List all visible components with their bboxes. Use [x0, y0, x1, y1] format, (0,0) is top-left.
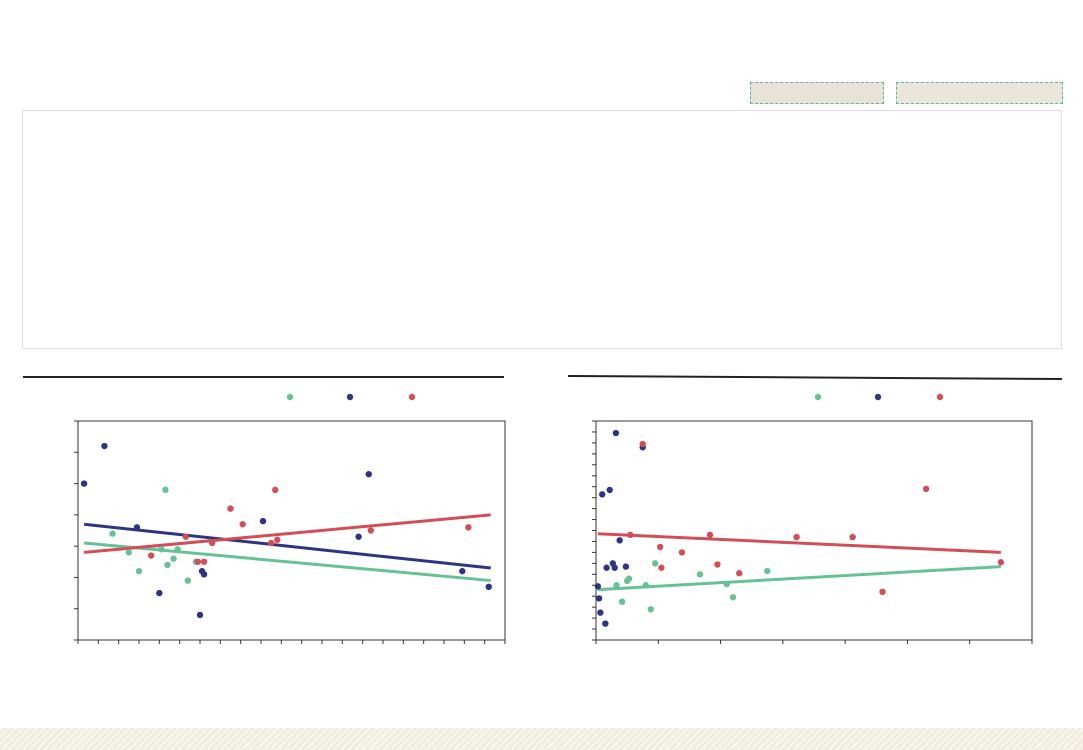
data-point-green: [164, 561, 171, 569]
right-scatter-chart: [592, 393, 1033, 644]
data-point-blue: [616, 537, 623, 544]
data-point-blue: [599, 491, 606, 498]
data-point-blue: [594, 583, 602, 590]
data-point-red: [678, 549, 686, 556]
data-point-red: [627, 531, 634, 539]
data-point-blue: [602, 620, 609, 627]
data-point-red: [194, 558, 202, 565]
data-point-blue: [200, 571, 208, 578]
tab-secondary[interactable]: [896, 82, 1063, 104]
legend-marker-blue: [346, 393, 354, 401]
data-point-red: [706, 531, 714, 539]
data-point-red: [182, 533, 189, 540]
trend-line-red: [597, 532, 1001, 554]
data-point-blue: [597, 609, 604, 616]
data-point-red: [200, 558, 208, 565]
data-point-red: [658, 564, 665, 571]
data-point-red: [367, 527, 374, 534]
data-point-blue: [595, 595, 603, 602]
data-point-blue: [133, 524, 141, 531]
trend-line-green: [597, 565, 1001, 592]
data-point-green: [647, 606, 655, 613]
footer-band: [0, 728, 1083, 750]
data-point-red: [656, 543, 664, 551]
data-point-blue: [603, 564, 610, 571]
data-point-green: [162, 486, 169, 494]
data-point-green: [109, 530, 116, 537]
data-point-blue: [611, 564, 618, 571]
data-point-red: [639, 440, 646, 448]
data-point-blue: [485, 583, 492, 591]
data-point-red: [227, 505, 234, 512]
data-point-green: [651, 560, 659, 567]
data-point-red: [239, 521, 246, 528]
data-point-green: [729, 594, 737, 601]
plot-frame: [595, 420, 1033, 641]
data-point-green: [696, 571, 704, 578]
data-point-blue: [80, 480, 88, 487]
data-point-green: [764, 567, 771, 575]
data-point-green: [625, 575, 633, 582]
data-point-green: [170, 555, 177, 562]
data-point-green: [642, 582, 650, 589]
data-point-red: [465, 524, 472, 531]
legend-marker-red: [408, 393, 416, 401]
data-point-green: [723, 580, 730, 588]
data-point-red: [922, 485, 930, 493]
data-point-blue: [101, 442, 108, 450]
data-point-green: [618, 598, 626, 605]
data-point-red: [267, 539, 275, 547]
left-scatter-chart: [74, 393, 506, 644]
tab-primary[interactable]: [750, 82, 884, 104]
data-point-blue: [355, 533, 362, 540]
data-point-blue: [612, 429, 620, 437]
data-point-green: [135, 567, 143, 575]
content-panel: [22, 110, 1062, 349]
trend-line-blue: [83, 522, 491, 570]
data-point-red: [274, 536, 281, 544]
plot-frame: [77, 420, 506, 641]
left-chart-header-rule: [23, 376, 504, 378]
data-point-red: [714, 561, 721, 568]
legend-marker-red: [936, 393, 944, 401]
data-point-red: [272, 486, 279, 494]
data-point-blue: [606, 486, 613, 494]
data-point-red: [209, 539, 216, 547]
data-point-green: [125, 549, 133, 556]
data-point-red: [849, 533, 856, 541]
data-point-red: [736, 570, 743, 577]
data-point-blue: [459, 567, 466, 575]
legend-marker-green: [814, 393, 822, 401]
data-point-blue: [196, 611, 204, 619]
data-point-blue: [259, 517, 267, 525]
legend-marker-blue: [874, 393, 882, 401]
data-point-green: [158, 546, 165, 553]
data-point-green: [613, 582, 620, 589]
trend-line-green: [83, 541, 491, 583]
data-point-red: [997, 559, 1005, 566]
data-point-blue: [365, 470, 372, 478]
legend-marker-green: [286, 393, 294, 401]
right-chart-header-rule: [567, 375, 1063, 380]
trend-line-red: [83, 513, 491, 554]
data-point-red: [793, 533, 800, 541]
data-point-red: [879, 588, 886, 596]
data-point-blue: [156, 589, 163, 597]
data-point-red: [148, 552, 155, 559]
data-point-blue: [622, 563, 630, 570]
data-point-green: [184, 577, 191, 584]
data-point-green: [174, 546, 181, 553]
